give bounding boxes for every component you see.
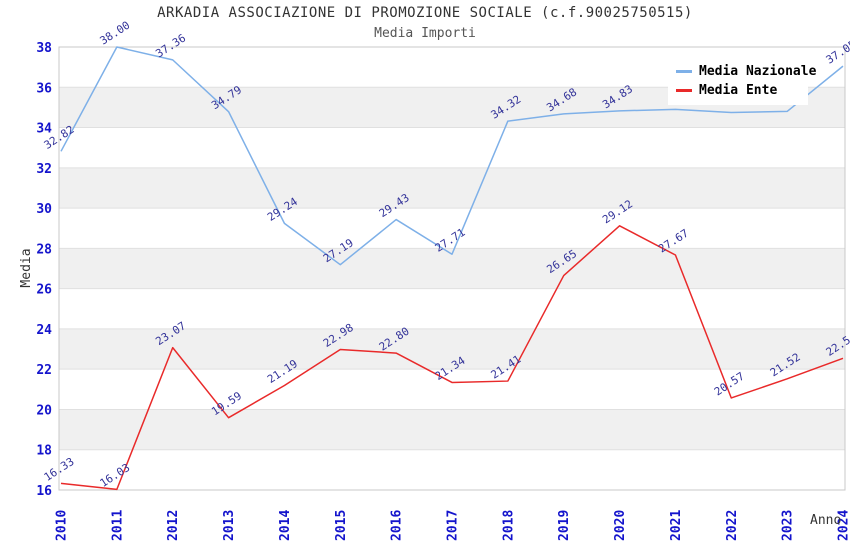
x-tick-label: 2014	[278, 510, 293, 541]
x-tick-label: 2017	[446, 510, 461, 541]
x-axis-title: Anno	[810, 513, 841, 528]
x-tick-label: 2011	[110, 510, 125, 541]
point-label-media-nazionale: 37.05	[824, 38, 850, 67]
y-tick-label: 32	[36, 162, 52, 177]
plot-band	[59, 248, 845, 289]
series-line-media-nazionale	[60, 46, 844, 266]
y-tick-label: 34	[36, 122, 52, 137]
y-tick-label: 18	[36, 444, 52, 459]
x-tick-label: 2019	[557, 510, 572, 541]
x-tick-label: 2013	[222, 510, 237, 541]
point-label-media-nazionale: 38.00	[98, 19, 133, 48]
y-tick-label: 30	[36, 202, 52, 217]
x-tick-label: 2018	[501, 510, 516, 541]
plot-band	[59, 409, 845, 450]
y-tick-label: 38	[36, 41, 52, 56]
x-tick-label: 2020	[613, 510, 628, 541]
y-tick-label: 16	[36, 484, 52, 499]
x-tick-label: 2021	[669, 510, 684, 541]
x-tick-label: 2015	[334, 510, 349, 541]
x-tick-label: 2016	[390, 510, 405, 541]
x-tick-label: 2012	[166, 510, 181, 541]
x-tick-label: 2024	[837, 510, 850, 541]
y-tick-label: 20	[36, 403, 52, 418]
y-tick-label: 24	[36, 323, 52, 338]
x-tick-label: 2010	[55, 510, 70, 541]
y-tick-label: 28	[36, 242, 52, 257]
plot-band	[59, 167, 845, 209]
chart-title: ARKADIA ASSOCIAZIONE DI PROMOZIONE SOCIA…	[157, 5, 693, 21]
y-tick-label: 36	[36, 81, 52, 96]
point-label-media-nazionale: 37.36	[153, 31, 188, 60]
legend-item-media-ente: Media Ente	[676, 81, 800, 100]
legend-label-media-nazionale: Media Nazionale	[699, 64, 817, 79]
x-tick-label: 2023	[781, 510, 796, 541]
x-tick-label: 2022	[725, 510, 740, 541]
legend-swatch-media-ente	[676, 89, 692, 92]
legend-label-media-ente: Media Ente	[699, 83, 778, 98]
chart-subtitle: Media Importi	[374, 26, 476, 41]
series-line-media-ente	[60, 225, 844, 491]
plot-band	[59, 328, 845, 370]
y-axis-title: Media	[19, 248, 34, 287]
legend-item-media-nazionale: Media Nazionale	[676, 62, 816, 81]
legend-swatch-media-nazionale	[676, 70, 692, 73]
point-label-media-ente: 16.03	[98, 461, 133, 490]
legend: Media Nazionale Media Ente	[668, 57, 816, 105]
y-tick-label: 22	[36, 363, 52, 378]
plot-border	[58, 46, 846, 491]
y-tick-label: 26	[36, 283, 52, 298]
